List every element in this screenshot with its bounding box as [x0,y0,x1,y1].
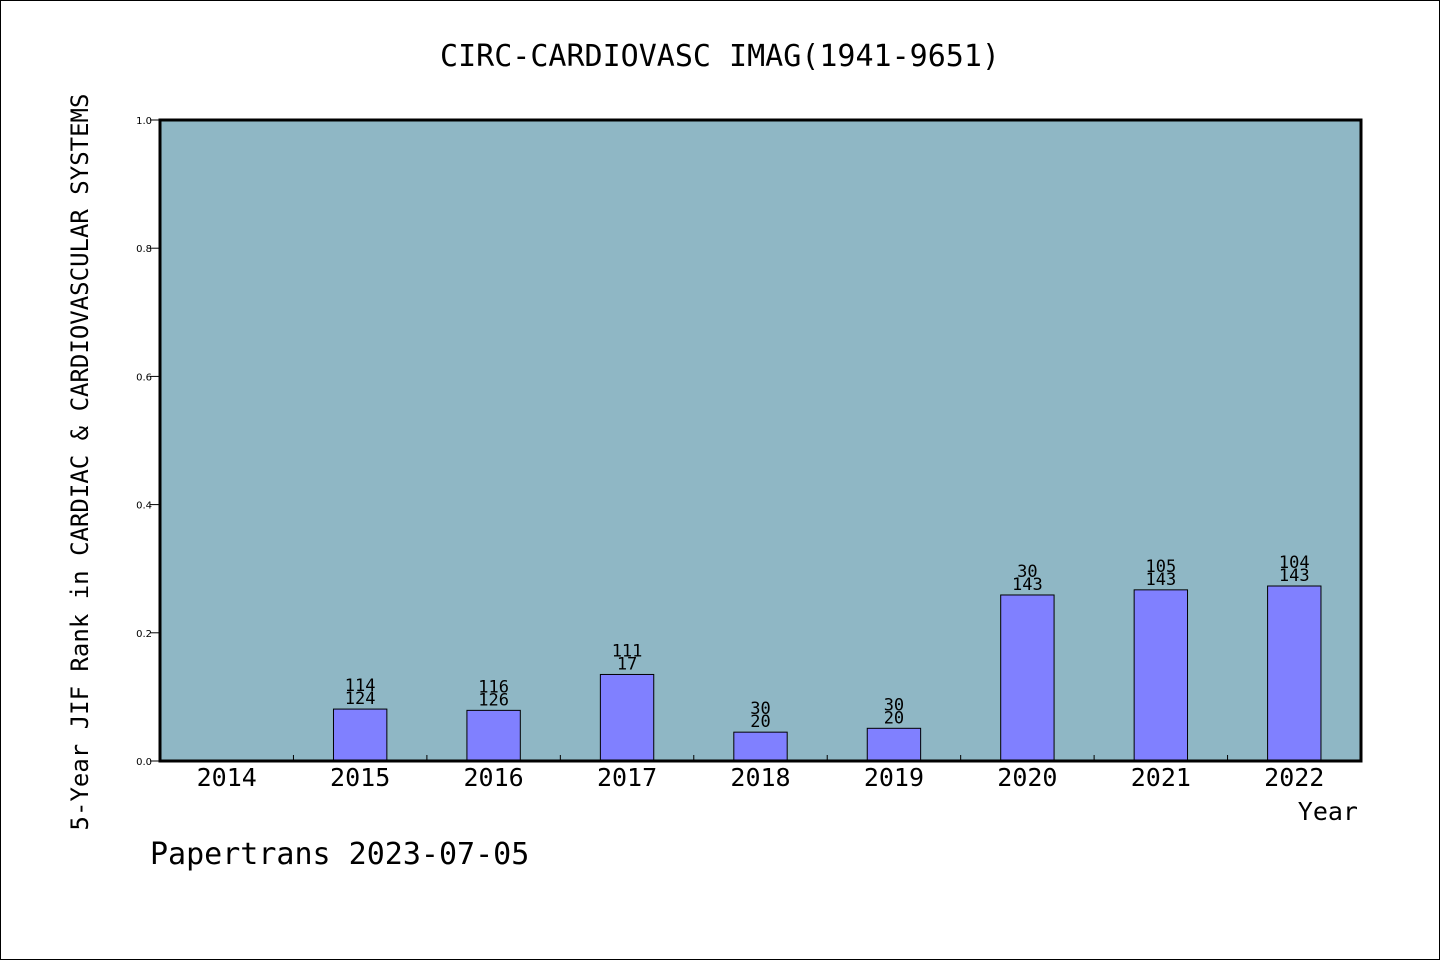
x-tick-label: 2019 [864,763,924,792]
bar-total-label: 20 [750,712,770,732]
y-tick-label: 0.4 [136,501,152,512]
bar-total-label: 143 [1012,575,1043,595]
y-tick-label: 0.0 [136,757,152,768]
bar-total-label: 143 [1279,566,1310,586]
chart-title: CIRC-CARDIOVASC IMAG(1941-9651) [440,39,1000,74]
bar-2022 [1267,585,1322,762]
x-tick-label: 2020 [997,763,1057,792]
x-tick-label: 2015 [330,763,390,792]
y-tick-label: 0.2 [136,629,152,640]
bar-rank-label: 105 [1145,557,1176,577]
bar-rank-label: 30 [884,695,904,715]
bar-rank-label: 104 [1279,553,1310,573]
bar-2020 [1000,594,1055,762]
x-tick-label: 2017 [597,763,657,792]
bar-2017 [599,673,655,762]
watermark-text: Papertrans 2023-07-05 [150,837,529,872]
y-tick-label: 0.6 [136,372,152,383]
y-tick-label: 0.8 [136,244,152,255]
x-tick-label: 2018 [730,763,790,792]
y-axis: 0.0 0.2 0.4 0.6 0.8 1.0 [136,116,160,768]
bar-total-label: 17 [617,654,637,674]
bar-rank-label: 116 [478,677,509,697]
bar-2021 [1133,589,1189,762]
bar-2016 [466,709,521,762]
x-tick-label: 2016 [464,763,524,792]
plot-border [158,118,1363,763]
x-tick-label: 2021 [1131,763,1191,792]
x-axis: 2014 2015 2016 2017 2018 2019 2020 2021 2022 [197,755,1324,792]
bar-2015 [332,708,388,762]
y-tick-label: 1.0 [136,116,152,127]
bar-2018 [733,731,788,762]
bar-total-label: 143 [1145,570,1176,590]
bars: 1141241161261111730203020301431051431041… [332,553,1322,762]
bar-total-label: 126 [478,690,509,710]
bar-rank-label: 30 [1017,562,1037,582]
bar-rank-label: 111 [612,641,643,661]
bar-rank-label: 30 [750,699,770,719]
bar-2019 [866,727,922,762]
x-axis-label: Year [1298,797,1358,826]
x-tick-label: 2014 [197,763,257,792]
bar-rank-label: 114 [345,676,376,696]
bar-total-label: 20 [884,708,904,728]
bar-total-label: 124 [345,689,376,709]
x-tick-label: 2022 [1264,763,1324,792]
y-axis-label: 5-Year JIF Rank in CARDIAC & CARDIOVASCU… [66,94,94,831]
